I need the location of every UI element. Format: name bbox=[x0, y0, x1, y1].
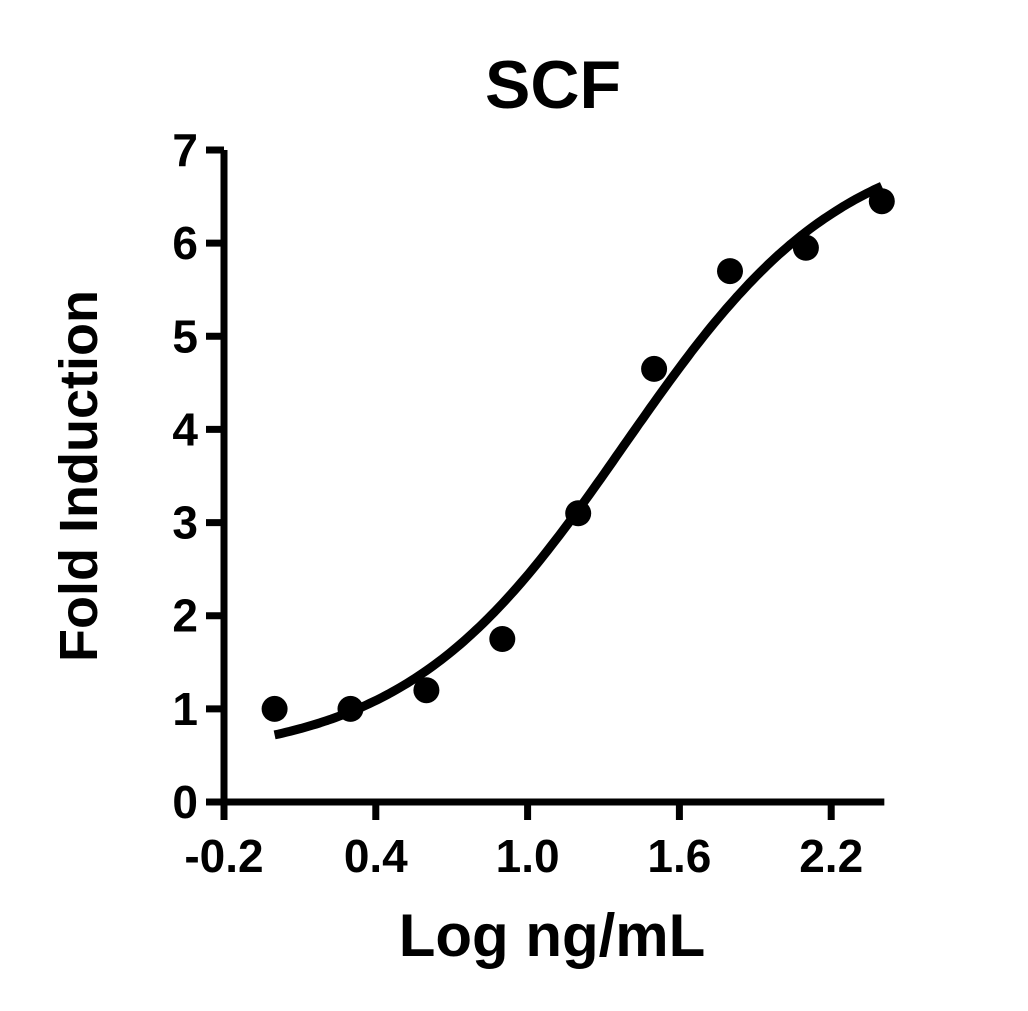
data-point bbox=[792, 234, 819, 261]
x-tick-label: 1.6 bbox=[647, 830, 711, 882]
data-point bbox=[261, 695, 288, 722]
y-tick-label: 4 bbox=[172, 403, 198, 455]
x-axis-label: Log ng/mL bbox=[399, 902, 706, 969]
y-axis-label: Fold Induction bbox=[49, 290, 109, 662]
x-tick-label: 0.4 bbox=[344, 830, 408, 882]
data-point bbox=[868, 188, 895, 215]
series-layer bbox=[261, 182, 895, 740]
y-tick-label: 5 bbox=[172, 310, 198, 362]
y-tick-label: 7 bbox=[172, 124, 198, 176]
chart-title: SCF bbox=[485, 47, 621, 123]
axes-layer: 0 1 2 3 4 5 6 7 -0.2 0.4 1.0 1.6 2.2 bbox=[172, 124, 885, 882]
data-point bbox=[337, 695, 364, 722]
y-tick-label: 3 bbox=[172, 497, 198, 549]
x-tick-label: 2.2 bbox=[799, 830, 863, 882]
data-point bbox=[717, 258, 743, 285]
x-tick-label: 1.0 bbox=[496, 830, 560, 882]
y-tick-label: 1 bbox=[172, 683, 198, 735]
data-point bbox=[641, 355, 668, 382]
y-tick-label: 0 bbox=[172, 776, 198, 828]
x-tick-label: -0.2 bbox=[184, 830, 263, 882]
fit-curve bbox=[273, 182, 884, 740]
data-point bbox=[565, 500, 592, 527]
y-tick-label: 6 bbox=[172, 217, 198, 269]
data-point bbox=[413, 677, 440, 704]
data-point bbox=[489, 626, 516, 652]
y-tick-label: 2 bbox=[172, 590, 198, 642]
